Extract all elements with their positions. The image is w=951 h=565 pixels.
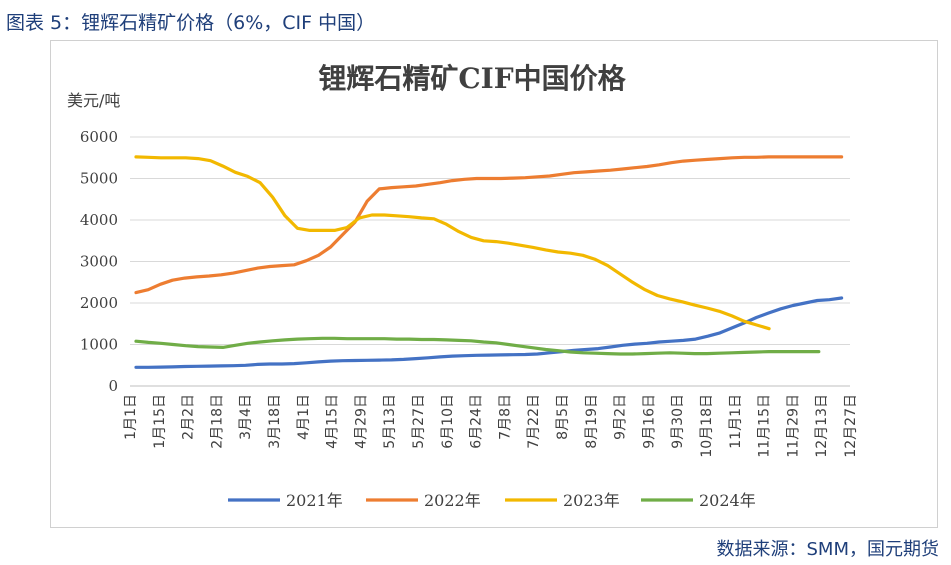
figure-caption: 图表 5：锂辉石精矿价格（6%，CIF 中国）	[6, 12, 376, 34]
x-tick-label: 3月18日	[267, 394, 283, 449]
x-tick-label: 5月13日	[382, 394, 398, 449]
x-tick-label: 4月29日	[353, 394, 369, 449]
legend-label: 2024年	[699, 491, 756, 510]
chart-title: 锂辉石精矿CIF中国价格	[318, 62, 626, 95]
series-line-2021年	[134, 296, 844, 369]
y-tick-label: 5000	[80, 170, 118, 188]
x-tick-label: 11月15日	[757, 394, 773, 458]
x-tick-label: 6月10日	[440, 394, 456, 449]
legend-label: 2021年	[286, 491, 343, 510]
y-tick-label: 2000	[80, 294, 118, 312]
y-tick-label: 1000	[80, 336, 118, 354]
series-line-2022年	[134, 155, 844, 295]
x-tick-label: 2月2日	[181, 394, 197, 440]
x-tick-label: 2月18日	[209, 394, 225, 449]
x-tick-label: 4月15日	[325, 394, 341, 449]
x-tick-label: 8月19日	[584, 394, 600, 449]
x-tick-label: 6月24日	[469, 394, 485, 449]
x-tick-label: 12月27日	[843, 394, 859, 458]
series-line-2023年	[134, 155, 771, 331]
x-tick-label: 11月1日	[728, 394, 744, 449]
y-tick-label: 0	[108, 377, 118, 395]
x-tick-label: 11月29日	[785, 394, 801, 458]
x-tick-label: 7月8日	[497, 394, 513, 440]
x-tick-label: 12月13日	[814, 394, 830, 458]
x-tick-label: 7月22日	[526, 394, 542, 449]
x-tick-label: 1月15日	[152, 394, 168, 449]
y-tick-label: 3000	[80, 253, 118, 271]
y-tick-label: 4000	[80, 211, 118, 229]
x-tick-label: 9月16日	[641, 394, 657, 449]
y-tick-label: 6000	[80, 128, 118, 146]
x-tick-label: 5月27日	[411, 394, 427, 449]
y-axis-label: 美元/吨	[67, 91, 120, 110]
x-tick-label: 3月4日	[238, 394, 254, 440]
x-tick-label: 10月18日	[699, 394, 715, 458]
legend-label: 2022年	[424, 491, 481, 510]
legend-label: 2023年	[563, 491, 620, 510]
x-tick-label: 9月30日	[670, 394, 686, 449]
x-tick-label: 8月5日	[555, 394, 571, 440]
x-tick-label: 1月1日	[123, 394, 139, 440]
source-note: 数据来源：SMM，国元期货	[716, 539, 940, 560]
x-tick-label: 9月2日	[613, 394, 629, 440]
x-tick-label: 4月1日	[296, 394, 312, 440]
series-line-2024年	[134, 336, 821, 356]
chart-frame	[50, 40, 938, 528]
